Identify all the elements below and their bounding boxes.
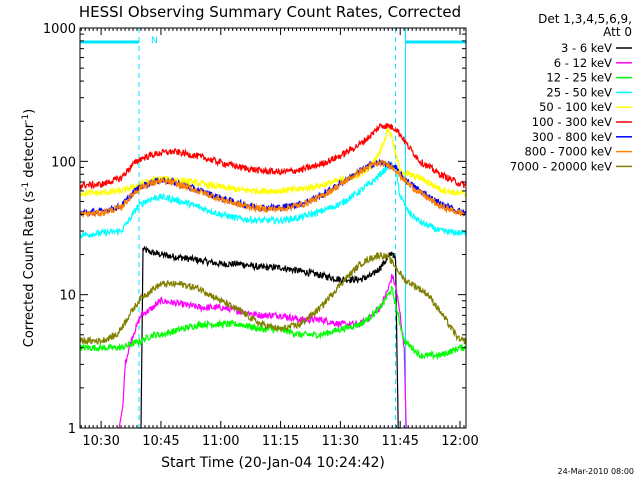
footer-date: 24-Mar-2010 08:00 xyxy=(558,467,635,476)
legend-label-0: 3 - 6 keV xyxy=(561,41,612,55)
x-axis-label: Start Time (20-Jan-04 10:24:42) xyxy=(161,455,385,471)
x-tick-label-0: 10:30 xyxy=(82,434,119,449)
series-line-5 xyxy=(79,123,467,191)
x-axis: 10:30 10:45 11:00 11:15 11:30 11:45 12:00 xyxy=(80,28,479,449)
y-tick-label-1: 10 xyxy=(59,289,76,304)
y-tick-label-0: 1 xyxy=(68,422,76,437)
legend-label-5: 100 - 300 keV xyxy=(532,115,612,129)
y-tick-label-2: 100 xyxy=(51,155,76,170)
x-tick-label-3: 11:15 xyxy=(262,434,299,449)
series-line-2 xyxy=(79,285,467,361)
chart-title: HESSI Observing Summary Count Rates, Cor… xyxy=(79,3,461,21)
x-tick-label-6: 12:00 xyxy=(441,434,478,449)
series-line-7 xyxy=(79,159,467,218)
night-marker: N xyxy=(151,36,158,46)
legend-header-line1: Det 1,3,4,5,6,9, xyxy=(538,12,632,26)
x-tick-label-1: 10:45 xyxy=(142,434,179,449)
legend-label-6: 300 - 800 keV xyxy=(532,130,612,144)
x-tick-label-4: 11:30 xyxy=(322,434,359,449)
series-layer xyxy=(79,123,467,429)
y-axis: 1 10 100 1000 xyxy=(43,22,466,437)
series-line-0 xyxy=(139,245,401,429)
x-tick-label-5: 11:45 xyxy=(381,434,418,449)
series-line-8 xyxy=(79,251,467,346)
y-axis-label: Corrected Count Rate (s-1 detector-1) xyxy=(21,109,37,347)
legend-label-7: 800 - 7000 keV xyxy=(524,145,612,159)
y-tick-label-3: 1000 xyxy=(43,22,76,37)
legend-label-1: 6 - 12 keV xyxy=(554,56,612,70)
legend-header-line2: Att 0 xyxy=(603,25,632,39)
legend-label-4: 50 - 100 keV xyxy=(539,100,612,114)
x-tick-label-2: 11:00 xyxy=(202,434,239,449)
legend-label-2: 12 - 25 keV xyxy=(546,71,612,85)
series-line-3 xyxy=(79,161,467,239)
legend-label-3: 25 - 50 keV xyxy=(546,85,612,99)
legend-label-8: 7000 - 20000 keV xyxy=(510,159,612,173)
